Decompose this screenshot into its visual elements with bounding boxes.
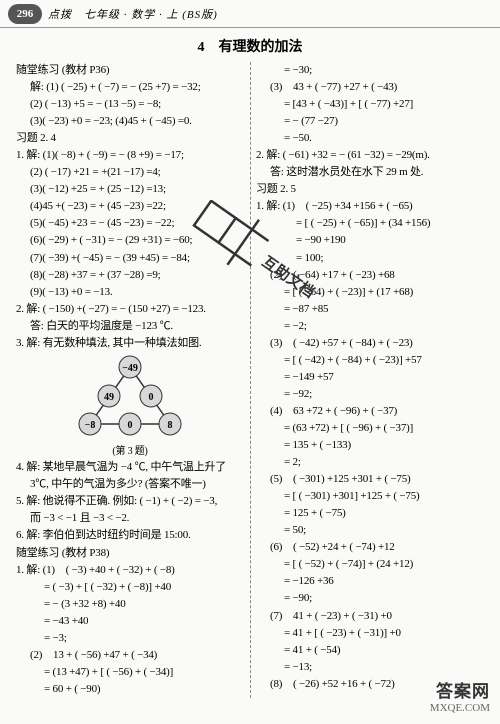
text-line: 答: 白天的平均温度是 −123 ℃. — [16, 318, 244, 335]
text-line: = (63 +72) + [ ( −96) + ( −37)] — [256, 420, 484, 437]
text-line: (6)( −29) + ( −31) = − (29 +31) = −60; — [16, 232, 244, 249]
triangle-figure: −49 49 0 −8 0 8 — [75, 354, 185, 442]
text-line: = [ ( −42) + ( −84) + ( −23)] +57 — [256, 352, 484, 369]
text-line: = (13 +47) + [ ( −56) + ( −34)] — [16, 664, 244, 681]
text-line: (2) ( −13) +5 = − (13 −5) = −8; — [16, 96, 244, 113]
text-line: (3) ( −42) +57 + ( −84) + ( −23) — [256, 335, 484, 352]
text-line: = [ ( −64) + ( −23)] + (17 +68) — [256, 284, 484, 301]
text-line: = −90; — [256, 590, 484, 607]
text-line: = 2; — [256, 454, 484, 471]
text-line: 1. 解: (1) ( −25) +34 +156 + ( −65) — [256, 198, 484, 215]
text-line: (6) ( −52) +24 + ( −74) +12 — [256, 539, 484, 556]
text-line: 4. 解: 某地早晨气温为 −4 ℃, 中午气温上升了 — [16, 459, 244, 476]
text-line: (7) 41 + ( −23) + ( −31) +0 — [256, 608, 484, 625]
text-line: = −13; — [256, 659, 484, 676]
text-line: = −50. — [256, 130, 484, 147]
text-line: 习题 2. 5 — [256, 181, 484, 198]
text-line: 随堂练习 (教材 P36) — [16, 62, 244, 79]
text-line: (9)( −13) +0 = −13. — [16, 284, 244, 301]
text-line: (2) 13 + ( −56) +47 + ( −34) — [16, 647, 244, 664]
text-line: = 41 + [ ( −23) + ( −31)] +0 — [256, 625, 484, 642]
column-divider — [250, 62, 251, 698]
right-column: = −30;(3) 43 + ( −77) +27 + ( −43)= [43 … — [250, 62, 490, 698]
text-line: = −3; — [16, 630, 244, 647]
text-line: = [ ( −25) + ( −65)] + (34 +156) — [256, 215, 484, 232]
header-text: 点拨 七年级 · 数学 · 上 (BS版) — [48, 6, 218, 22]
text-line: (4) 63 +72 + ( −96) + ( −37) — [256, 403, 484, 420]
text-line: 随堂练习 (教材 P38) — [16, 545, 244, 562]
text-line: = −126 +36 — [256, 573, 484, 590]
content-columns: 随堂练习 (教材 P36)解: (1) ( −25) + ( −7) = − (… — [0, 62, 500, 698]
text-line: (2) ( −17) +21 = +(21 −17) =4; — [16, 164, 244, 181]
text-line: = 135 + ( −133) — [256, 437, 484, 454]
svg-text:−49: −49 — [122, 363, 138, 374]
text-line: 解: (1) ( −25) + ( −7) = − (25 +7) = −32; — [16, 79, 244, 96]
text-line: = 60 + ( −90) — [16, 681, 244, 698]
text-line: = −30; — [256, 62, 484, 79]
text-line: 3. 解: 有无数种填法, 其中一种填法如图. — [16, 335, 244, 352]
text-line: (8) ( −26) +52 +16 + ( −72) — [256, 676, 484, 693]
text-line: 1. 解: (1) ( −3) +40 + ( −32) + ( −8) — [16, 562, 244, 579]
text-line: = −149 +57 — [256, 369, 484, 386]
text-line: (3)( −12) +25 = + (25 −12) =13; — [16, 181, 244, 198]
text-line: = −92; — [256, 386, 484, 403]
svg-text:49: 49 — [104, 392, 114, 403]
watermark-url: MXQE.COM — [430, 702, 490, 714]
text-line: = − (77 −27) — [256, 113, 484, 130]
text-line: = 100; — [256, 250, 484, 267]
left-column: 随堂练习 (教材 P36)解: (1) ( −25) + ( −7) = − (… — [10, 62, 250, 698]
svg-text:0: 0 — [149, 392, 154, 403]
text-line: (8)( −28) +37 = + (37 −28) =9; — [16, 267, 244, 284]
text-line: 2. 解: ( −61) +32 = − (61 −32) = −29(m). — [256, 147, 484, 164]
text-line: (5)( −45) +23 = − (45 −23) = −22; — [16, 215, 244, 232]
text-line: = 50; — [256, 522, 484, 539]
text-line: = − (3 +32 +8) +40 — [16, 596, 244, 613]
section-title: 4 有理数的加法 — [0, 36, 500, 56]
text-line: = [43 + ( −43)] + [ ( −77) +27] — [256, 96, 484, 113]
text-line: 3℃, 中午的气温为多少? (答案不唯一) — [16, 476, 244, 493]
text-line: = ( −3) + [ ( −32) + ( −8)] +40 — [16, 579, 244, 596]
text-line: = 41 + ( −54) — [256, 642, 484, 659]
svg-text:−8: −8 — [85, 420, 96, 431]
text-line: 5. 解: 他说得不正确. 例如: ( −1) + ( −2) = −3, — [16, 493, 244, 510]
text-line: (4)45 +( −23) = + (45 −23) =22; — [16, 198, 244, 215]
text-line: (3) 43 + ( −77) +27 + ( −43) — [256, 79, 484, 96]
text-line: (5) ( −301) +125 +301 + ( −75) — [256, 471, 484, 488]
text-line: 2. 解: ( −150) +( −27) = − (150 +27) = −1… — [16, 301, 244, 318]
text-line: 习题 2. 4 — [16, 130, 244, 147]
text-line: (3)( −23) +0 = −23; (4)45 + ( −45) =0. — [16, 113, 244, 130]
page-number-badge: 296 — [8, 4, 42, 24]
text-line: (7)( −39) +( −45) = − (39 +45) = −84; — [16, 250, 244, 267]
text-line: (2) ( −64) +17 + ( −23) +68 — [256, 267, 484, 284]
page-header: 296 点拨 七年级 · 数学 · 上 (BS版) — [0, 0, 500, 28]
text-line: = 125 + ( −75) — [256, 505, 484, 522]
text-line: 而 −3 < −1 且 −3 < −2. — [16, 510, 244, 527]
text-line: = −43 +40 — [16, 613, 244, 630]
text-line: = −87 +85 — [256, 301, 484, 318]
text-line: 6. 解: 李伯伯到达时纽约时间是 15:00. — [16, 527, 244, 544]
text-line: 1. 解: (1)( −8) + ( −9) = − (8 +9) = −17; — [16, 147, 244, 164]
text-line: = −2; — [256, 318, 484, 335]
text-line: 答: 这时潜水员处在水下 29 m 处. — [256, 164, 484, 181]
text-line: = [ ( −52) + ( −74)] + (24 +12) — [256, 556, 484, 573]
text-line: = [ ( −301) +301] +125 + ( −75) — [256, 488, 484, 505]
svg-text:0: 0 — [128, 420, 133, 431]
text-line: = −90 +190 — [256, 232, 484, 249]
svg-text:8: 8 — [168, 420, 173, 431]
text-line: (第 3 题) — [16, 444, 244, 460]
